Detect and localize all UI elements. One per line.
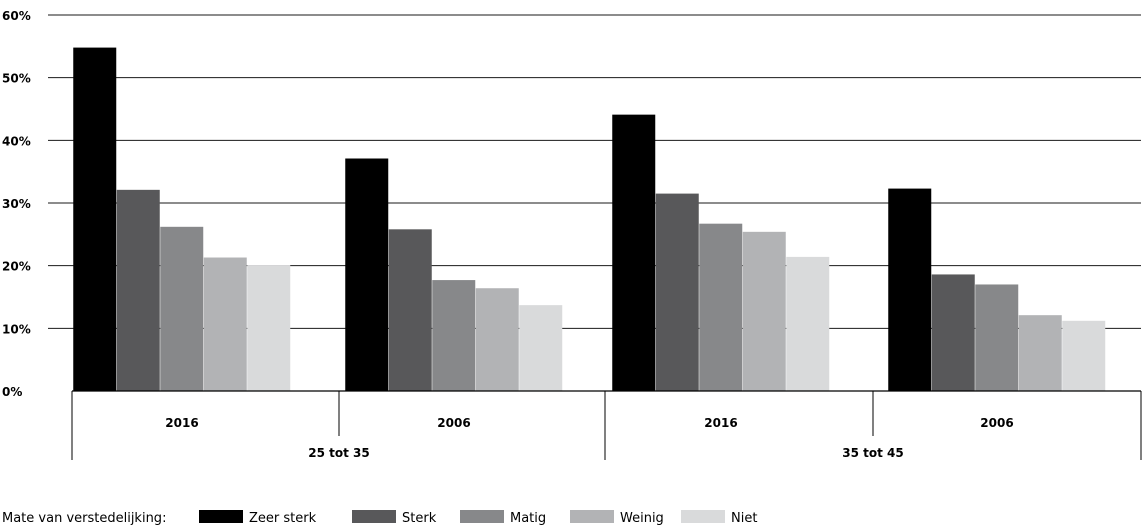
bar (1018, 315, 1062, 391)
legend-label: Sterk (402, 511, 437, 526)
x-group-label: 25 tot 35 (308, 446, 369, 460)
y-tick-label: 0% (2, 385, 22, 399)
legend-swatch (352, 510, 396, 523)
legend-swatch (570, 510, 614, 523)
y-tick-label: 40% (2, 134, 31, 148)
legend-swatch (199, 510, 243, 523)
bar (73, 47, 117, 391)
bar (475, 288, 519, 391)
y-tick-label: 60% (2, 9, 31, 23)
bar (655, 193, 699, 391)
y-tick-label: 10% (2, 322, 31, 336)
bar (519, 305, 563, 391)
bar (116, 189, 160, 391)
legend-label: Matig (510, 511, 546, 526)
legend-label: Niet (731, 511, 757, 526)
x-category-label: 2016 (704, 416, 737, 430)
bar (699, 223, 743, 391)
bar (786, 256, 830, 391)
x-category-label: 2006 (437, 416, 470, 430)
bar (247, 265, 291, 391)
bar (742, 231, 786, 391)
bars (73, 47, 1106, 391)
bar (612, 114, 656, 391)
bar (432, 280, 476, 391)
bar (931, 274, 975, 391)
legend: Mate van verstedelijking: Zeer sterk Sterk… (2, 510, 757, 526)
y-tick-label: 50% (2, 72, 31, 86)
y-tick-label: 30% (2, 197, 31, 211)
bar (203, 257, 247, 391)
x-category-label: 2006 (980, 416, 1013, 430)
legend-label: Weinig (620, 511, 664, 526)
legend-swatch (681, 510, 725, 523)
bar (1062, 320, 1106, 391)
legend-title: Mate van verstedelijking: (2, 511, 166, 526)
legend-swatch (460, 510, 504, 523)
x-axis: 2016 2006 2016 2006 25 tot 35 35 tot 45 (71, 390, 1142, 460)
bar (160, 226, 204, 391)
bar (888, 188, 932, 391)
bar (388, 229, 432, 391)
bar (975, 284, 1019, 391)
bar (345, 158, 389, 391)
x-group-label: 35 tot 45 (842, 446, 903, 460)
x-category-label: 2016 (165, 416, 198, 430)
y-axis-ticks: 0% 10% 20% 30% 40% 50% 60% (2, 9, 31, 399)
y-tick-label: 20% (2, 260, 31, 274)
legend-label: Zeer sterk (249, 511, 317, 526)
